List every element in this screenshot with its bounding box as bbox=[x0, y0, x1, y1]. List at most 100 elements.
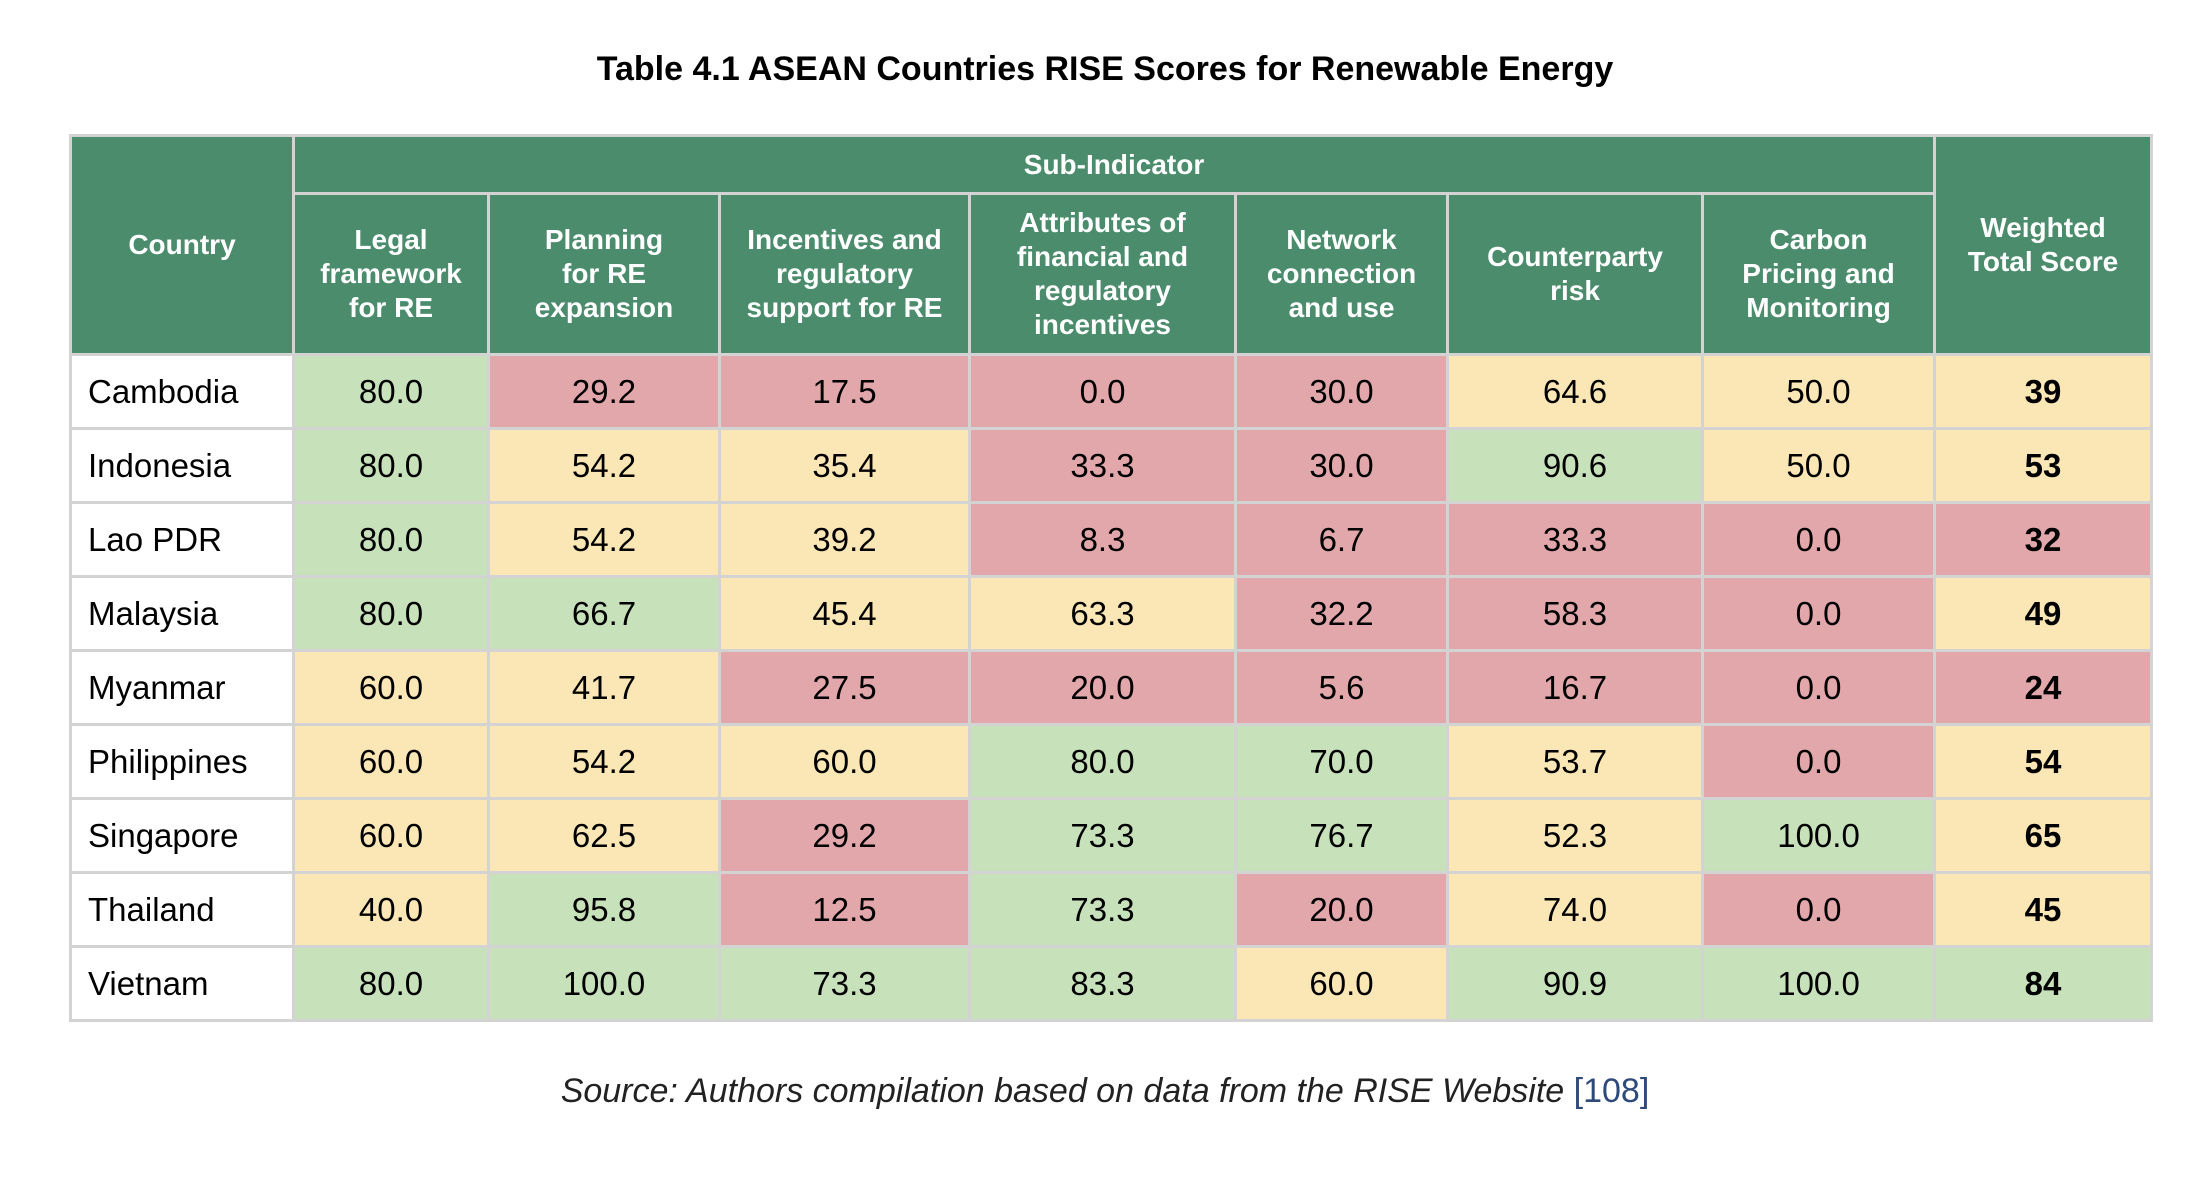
score-cell: 12.5 bbox=[718, 871, 971, 948]
score-cell: 73.3 bbox=[718, 945, 971, 1022]
rise-scores-table: Country Sub-Indicator Weighted Total Sco… bbox=[69, 134, 2154, 1022]
score-cell: 0.0 bbox=[968, 353, 1237, 430]
weighted-total-cell: 24 bbox=[1933, 649, 2154, 726]
weighted-total-cell: 84 bbox=[1933, 945, 2154, 1022]
weighted-total-header-text: Weighted Total Score bbox=[1967, 212, 2119, 277]
score-cell: 60.0 bbox=[292, 649, 490, 726]
country-cell: Singapore bbox=[69, 797, 295, 874]
score-cell: 80.0 bbox=[968, 723, 1237, 800]
score-cell: 35.4 bbox=[718, 427, 971, 504]
score-cell: 29.2 bbox=[487, 353, 721, 430]
weighted-total-cell: 32 bbox=[1933, 501, 2154, 578]
table-row: Singapore 60.0 62.5 29.2 73.3 76.7 52.3 100.0 65 bbox=[69, 797, 2154, 874]
score-cell: 0.0 bbox=[1700, 575, 1937, 652]
column-header-text: Counterparty risk bbox=[1487, 241, 1663, 306]
score-cell: 54.2 bbox=[487, 723, 721, 800]
score-cell: 30.0 bbox=[1234, 427, 1449, 504]
column-header-text: Attributes of financial and regulatory i… bbox=[1016, 207, 1189, 340]
table-row: Philippines 60.0 54.2 60.0 80.0 70.0 53.7 0.0 54 bbox=[69, 723, 2154, 800]
score-cell: 52.3 bbox=[1446, 797, 1704, 874]
score-cell: 0.0 bbox=[1700, 501, 1937, 578]
weighted-total-cell: 45 bbox=[1933, 871, 2154, 948]
column-header: Legal framework for RE bbox=[292, 192, 490, 356]
table-body: Cambodia 80.0 29.2 17.5 0.0 30.0 64.6 50.0 39 Ind… bbox=[69, 353, 2154, 1022]
score-cell: 29.2 bbox=[718, 797, 971, 874]
score-cell: 0.0 bbox=[1700, 871, 1937, 948]
table-row: Cambodia 80.0 29.2 17.5 0.0 30.0 64.6 50.0 39 bbox=[69, 353, 2154, 430]
score-cell: 16.7 bbox=[1446, 649, 1704, 726]
score-cell: 17.5 bbox=[718, 353, 971, 430]
column-header: Counterparty risk bbox=[1446, 192, 1704, 356]
score-cell: 80.0 bbox=[292, 427, 490, 504]
score-cell: 6.7 bbox=[1234, 501, 1449, 578]
source-reference-link[interactable]: [108] bbox=[1573, 1072, 1650, 1110]
score-cell: 32.2 bbox=[1234, 575, 1449, 652]
score-cell: 54.2 bbox=[487, 501, 721, 578]
table-row: Thailand 40.0 95.8 12.5 73.3 20.0 74.0 0.0 45 bbox=[69, 871, 2154, 948]
score-cell: 0.0 bbox=[1700, 649, 1937, 726]
score-cell: 95.8 bbox=[487, 871, 721, 948]
weighted-total-cell: 49 bbox=[1933, 575, 2154, 652]
column-header: Carbon Pricing and Monitoring bbox=[1700, 192, 1937, 356]
score-cell: 60.0 bbox=[292, 797, 490, 874]
score-cell: 45.4 bbox=[718, 575, 971, 652]
weighted-total-cell: 54 bbox=[1933, 723, 2154, 800]
table-row: Malaysia 80.0 66.7 45.4 63.3 32.2 58.3 0.0 49 bbox=[69, 575, 2154, 652]
score-cell: 27.5 bbox=[718, 649, 971, 726]
column-header-text: Legal framework for RE bbox=[320, 224, 462, 323]
score-cell: 54.2 bbox=[487, 427, 721, 504]
score-cell: 33.3 bbox=[1446, 501, 1704, 578]
weighted-total-header: Weighted Total Score bbox=[1933, 134, 2154, 356]
weighted-total-cell: 53 bbox=[1933, 427, 2154, 504]
column-header: Attributes of financial and regulatory i… bbox=[968, 192, 1237, 356]
column-header: Network connection and use bbox=[1234, 192, 1449, 356]
score-cell: 73.3 bbox=[968, 871, 1237, 948]
score-cell: 0.0 bbox=[1700, 723, 1937, 800]
score-cell: 90.9 bbox=[1446, 945, 1704, 1022]
score-cell: 100.0 bbox=[1700, 797, 1937, 874]
score-cell: 30.0 bbox=[1234, 353, 1449, 430]
table-row: Lao PDR 80.0 54.2 39.2 8.3 6.7 33.3 0.0 32 bbox=[69, 501, 2154, 578]
table-title: Table 4.1 ASEAN Countries RISE Scores fo… bbox=[596, 50, 1614, 88]
column-header-text: Planning for RE expansion bbox=[534, 224, 674, 323]
column-header-text: Network connection and use bbox=[1266, 224, 1417, 323]
score-cell: 70.0 bbox=[1234, 723, 1449, 800]
country-cell: Indonesia bbox=[69, 427, 295, 504]
score-cell: 90.6 bbox=[1446, 427, 1704, 504]
weighted-total-cell: 65 bbox=[1933, 797, 2154, 874]
score-cell: 62.5 bbox=[487, 797, 721, 874]
source-text: Source: Authors compilation based on dat… bbox=[560, 1072, 1565, 1110]
score-cell: 60.0 bbox=[718, 723, 971, 800]
weighted-total-cell: 39 bbox=[1933, 353, 2154, 430]
table-row: Myanmar 60.0 41.7 27.5 20.0 5.6 16.7 0.0 24 bbox=[69, 649, 2154, 726]
score-cell: 100.0 bbox=[487, 945, 721, 1022]
score-cell: 20.0 bbox=[968, 649, 1237, 726]
score-cell: 40.0 bbox=[292, 871, 490, 948]
score-cell: 20.0 bbox=[1234, 871, 1449, 948]
column-header-text: Incentives and regulatory support for RE bbox=[746, 224, 943, 323]
score-cell: 53.7 bbox=[1446, 723, 1704, 800]
score-cell: 50.0 bbox=[1700, 353, 1937, 430]
country-cell: Lao PDR bbox=[69, 501, 295, 578]
table-row: Indonesia 80.0 54.2 35.4 33.3 30.0 90.6 50.0 53 bbox=[69, 427, 2154, 504]
country-header: Country bbox=[69, 134, 295, 356]
score-cell: 63.3 bbox=[968, 575, 1237, 652]
score-cell: 80.0 bbox=[292, 945, 490, 1022]
score-cell: 33.3 bbox=[968, 427, 1237, 504]
table-row: Vietnam 80.0 100.0 73.3 83.3 60.0 90.9 100.0 84 bbox=[69, 945, 2154, 1022]
country-cell: Vietnam bbox=[69, 945, 295, 1022]
column-header: Planning for RE expansion bbox=[487, 192, 721, 356]
country-cell: Cambodia bbox=[69, 353, 295, 430]
score-cell: 64.6 bbox=[1446, 353, 1704, 430]
country-cell: Thailand bbox=[69, 871, 295, 948]
column-header: Incentives and regulatory support for RE bbox=[718, 192, 971, 356]
country-cell: Malaysia bbox=[69, 575, 295, 652]
score-cell: 80.0 bbox=[292, 501, 490, 578]
country-cell: Philippines bbox=[69, 723, 295, 800]
sub-indicator-header: Sub-Indicator bbox=[291, 134, 1937, 195]
score-cell: 76.7 bbox=[1234, 797, 1449, 874]
score-cell: 80.0 bbox=[292, 353, 490, 430]
score-cell: 60.0 bbox=[1234, 945, 1449, 1022]
score-cell: 39.2 bbox=[718, 501, 971, 578]
source-note: Source: Authors compilation based on dat… bbox=[0, 1072, 2210, 1111]
